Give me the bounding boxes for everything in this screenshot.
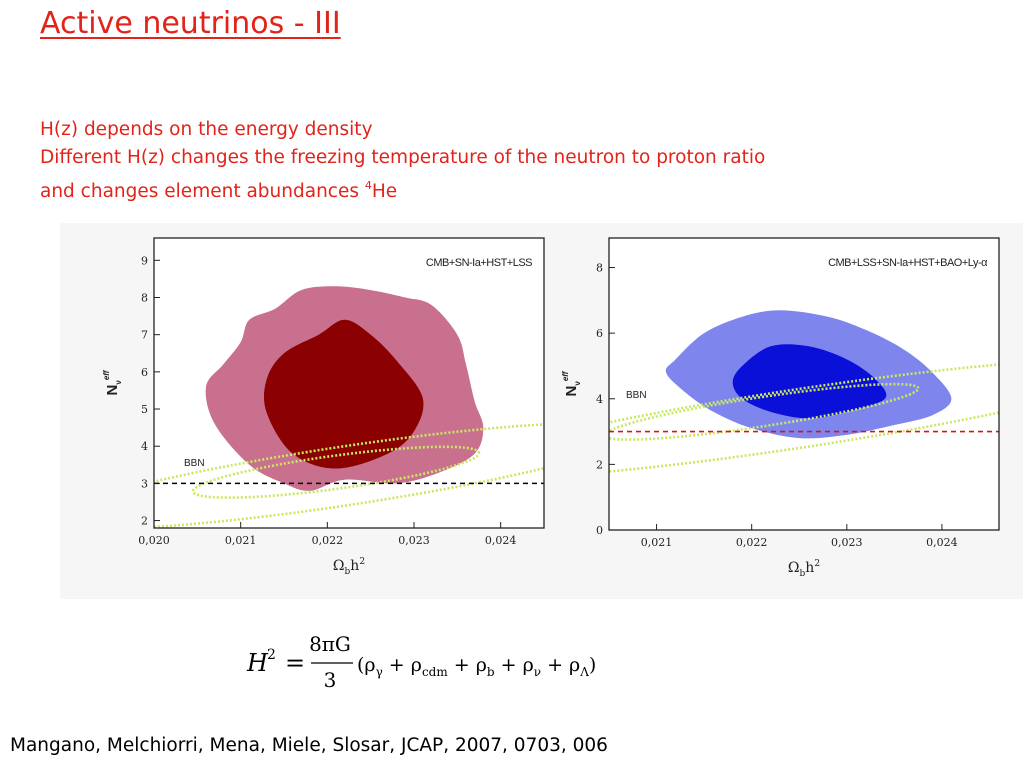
left-plot-xlabel: Ωbh2 [333,557,365,577]
eq-sub-3: b [487,665,495,679]
figure-panel: 0,020 0,021 0,022 0,023 0,024 2 3 4 5 6 7 8 9 CMB+SN-… [60,223,1023,599]
right-plot-xtick-label-0: 0,021 [641,536,673,549]
plot-right: 0,021 0,022 0,023 0,024 0 2 4 6 8 CMB+LSS+SN-Ia+H… [561,237,1000,579]
left-plot-bbn-ellipse-2 [154,423,544,528]
citation: Mangano, Melchiorri, Mena, Miele, Slosar… [10,735,608,756]
eq-sub-5: Λ [579,665,589,679]
left-plot-bbn-label: BBN [184,458,205,469]
left-plot-ytick-label-0: 2 [141,515,148,528]
left-plot-xtick-label-1: 0,021 [225,534,257,547]
left-plot-xtick-label-3: 0,023 [398,534,430,547]
right-plot-bbn-ellipse-2 [609,363,999,473]
isotope-mass-number: 4 [364,179,372,192]
eq-rhs-open: (ρ [357,654,376,676]
left-plot-ytick-label-7: 9 [141,254,148,267]
right-plot-ylabel: Nνeff [561,370,582,396]
body-line-3-text: and changes element abundances [40,181,365,202]
right-plot-xtick-label-2: 0,023 [831,536,863,549]
isotope-symbol: He [371,181,398,202]
slide-body: H(z) depends on the energy density Diffe… [40,116,765,206]
eq-sub-2: cdm [422,665,448,679]
eq-sub-4: ν [534,665,541,679]
left-plot-ylabel: Nνeff [102,369,123,395]
right-plot-legend: CMB+LSS+SN-Ia+HST+BAO+Ly-α [828,257,988,269]
figure-svg: 0,020 0,021 0,022 0,023 0,024 2 3 4 5 6 7 8 9 CMB+SN-… [102,237,1000,579]
right-plot-ytick-label-4: 8 [596,262,603,275]
left-plot-bbn-ellipse-1 [191,445,481,499]
right-plot-data-layer [609,310,999,473]
slide-title: Active neutrinos - III [40,6,341,41]
left-plot-ytick-label-4: 6 [141,366,148,379]
left-plot-xtick-label-2: 0,022 [312,534,344,547]
eq-op-3: + ρ [495,654,534,676]
left-plot-ytick-label-6: 8 [141,291,148,304]
right-plot-ytick-label-0: 0 [596,524,603,537]
right-plot-contour-inner [732,344,887,419]
eq-sub-1: γ [376,665,383,679]
right-plot-ytick-label-1: 2 [596,458,603,471]
body-line-1: H(z) depends on the energy density [40,119,373,140]
right-plot-ytick-label-2: 4 [596,393,603,406]
left-plot-ytick-label-3: 5 [141,403,148,416]
eq-op-4: + ρ [541,654,580,676]
left-plot-data-layer [154,286,544,528]
eq-op-1: + ρ [383,654,422,676]
left-plot-legend: CMB+SN-Ia+HST+LSS [426,257,532,269]
plot-left: 0,020 0,021 0,022 0,023 0,024 2 3 4 5 6 7 8 9 CMB+SN-… [102,237,545,577]
eq-lhs-exp: 2 [267,647,276,663]
left-plot-xtick-label-0: 0,020 [138,534,170,547]
left-plot-xtick-label-4: 0,024 [485,534,516,547]
eq-rhs: (ργ + ρcdm + ρb + ρν + ρΛ) [357,654,596,679]
right-plot-bbn-ellipse-1 [609,382,920,441]
right-plot-xtick-label-1: 0,022 [736,536,768,549]
eq-denominator: 3 [324,668,337,692]
left-plot-contour-inner [263,319,424,469]
body-line-3: and changes element abundances 4He [40,172,765,206]
left-plot-ytick-label-1: 3 [141,477,148,490]
right-plot-xlabel: Ωbh2 [788,559,820,579]
right-plot-frame [608,237,1000,531]
left-plot-ytick-label-2: 4 [141,440,148,453]
right-plot-ytick-label-3: 6 [596,327,603,340]
eq-op-2: + ρ [448,654,487,676]
eq-numerator: 8πG [309,632,351,656]
eq-equals: = [285,649,305,677]
eq-lhs: H [246,649,269,677]
left-plot-frame [153,237,545,529]
body-line-2: Different H(z) changes the freezing temp… [40,147,766,168]
friedmann-equation: H 2 = 8πG 3 (ργ + ρcdm + ρb + ρν + ρΛ) [246,632,596,692]
right-plot-xtick-label-3: 0,024 [926,536,958,549]
right-plot-bbn-label: BBN [626,390,647,401]
left-plot-ytick-label-5: 7 [141,329,148,342]
eq-close: ) [589,654,596,676]
